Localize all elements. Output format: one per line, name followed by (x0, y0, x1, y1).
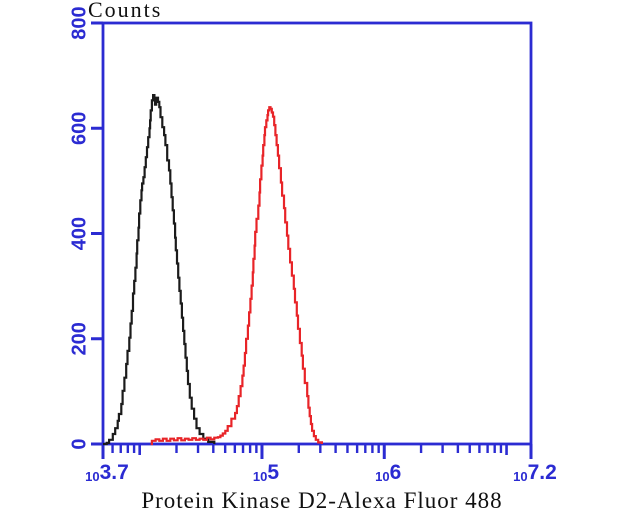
series-negative-control-curve (103, 94, 216, 446)
x-tick-label: 103.7 (85, 461, 129, 484)
y-tick-label: 800 (68, 6, 90, 39)
x-axis-title: Protein Kinase D2-Alexa Fluor 488 (141, 488, 502, 513)
series-protein-kinase-d2-alexa-fluor-488-curve (150, 106, 323, 446)
x-tick-label: 107.2 (513, 461, 557, 484)
x-tick-base: 10 (253, 469, 267, 484)
x-tick-base: 10 (513, 469, 527, 484)
series-layer (103, 94, 323, 446)
x-tick-base: 10 (85, 469, 99, 484)
x-tick-base: 10 (375, 469, 389, 484)
y-tick-label: 600 (68, 112, 90, 145)
x-tick-label: 106 (375, 461, 401, 484)
x-tick-exponent: 5 (267, 461, 279, 484)
x-tick-exponent: 6 (390, 461, 402, 484)
y-tick-label: 400 (68, 217, 90, 250)
plot-border (101, 21, 533, 446)
x-tick-exponent: 7.2 (528, 461, 557, 484)
y-tick-label: 200 (68, 322, 90, 355)
x-tick-exponent: 3.7 (100, 461, 129, 484)
y-tick-label: 0 (68, 438, 90, 449)
y-axis-title: Counts (88, 0, 162, 22)
x-tick-label: 105 (253, 461, 279, 484)
